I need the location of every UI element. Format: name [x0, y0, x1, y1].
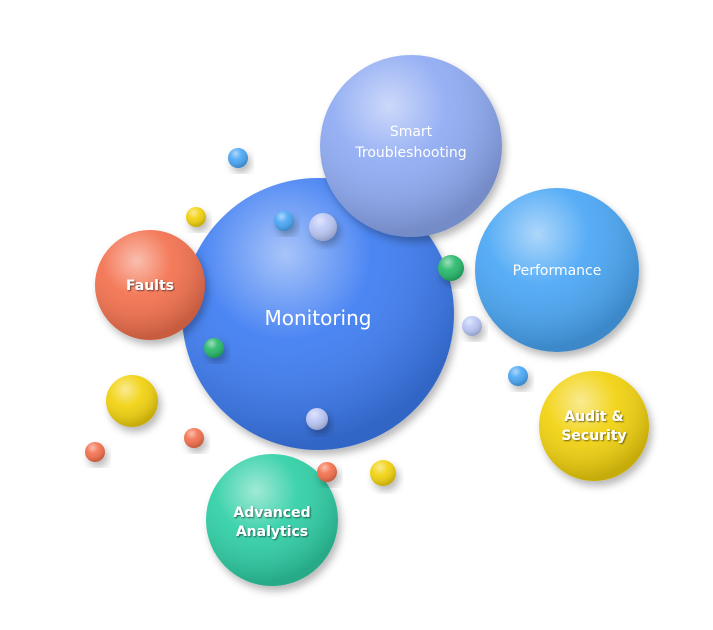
node-advanced-analytics: Advanced Analytics [206, 454, 338, 586]
node-performance-shine [475, 188, 639, 352]
node-performance-label: Performance [513, 263, 602, 279]
node-advanced-analytics-shine [206, 454, 338, 586]
center-bubble-monitoring: Monitoring [182, 178, 454, 450]
node-smart-troubleshooting-line-1: Smart [390, 124, 433, 140]
dot-orange-2-shine [317, 462, 337, 482]
node-smart-troubleshooting-line-2: Troubleshooting [354, 145, 466, 161]
dot-blue-2-shine [274, 211, 294, 231]
center-bubble-label: Monitoring [265, 306, 372, 330]
dot-blue-1-shine [228, 148, 248, 168]
dot-yellow-1-shine [186, 207, 206, 227]
center-bubble-shine [182, 178, 454, 450]
node-smart-troubleshooting: Smart Troubleshooting [320, 55, 502, 237]
node-advanced-analytics-line-2: Analytics [236, 524, 308, 540]
dot-green-1-shine [438, 255, 464, 281]
dot-orange-1-shine [184, 428, 204, 448]
dot-blue-3-shine [508, 366, 528, 386]
node-faults-shine [95, 230, 205, 340]
node-advanced-analytics-line-1: Advanced [233, 505, 310, 521]
node-faults-label: Faults [126, 278, 174, 294]
node-audit-security-line-1: Audit & [564, 409, 623, 425]
node-faults: Faults [95, 230, 205, 340]
node-audit-security: Audit & Security [539, 371, 649, 481]
dot-lavender-3-shine [306, 408, 328, 430]
node-audit-security-shine [539, 371, 649, 481]
dot-yellow-big-shine [106, 375, 158, 427]
node-smart-troubleshooting-shine [320, 55, 502, 237]
node-performance: Performance [475, 188, 639, 352]
dot-green-2-shine [204, 338, 224, 358]
decorative-dots [85, 148, 528, 486]
dot-pink-1-shine [85, 442, 105, 462]
dot-lavender-1-shine [309, 213, 337, 241]
dot-yellow-2-shine [370, 460, 396, 486]
dot-lavender-2-shine [462, 316, 482, 336]
node-audit-security-line-2: Security [561, 428, 626, 444]
